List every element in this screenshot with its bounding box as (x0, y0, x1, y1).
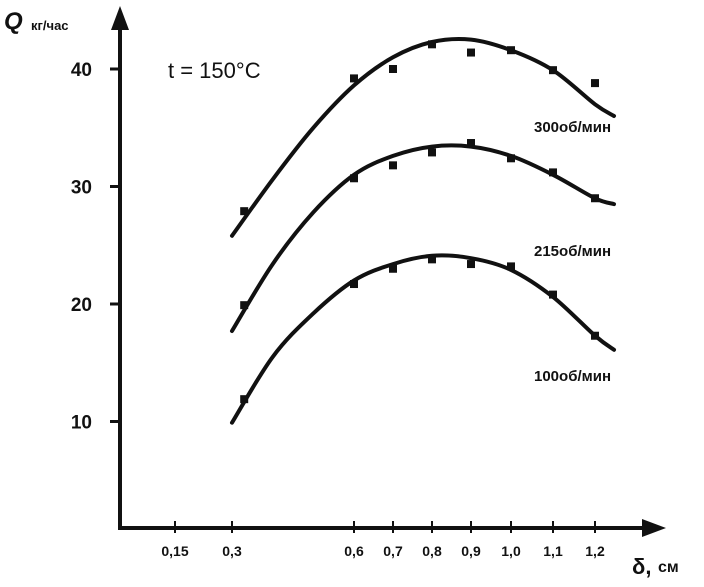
series-name-label: 100об/мин (534, 368, 611, 385)
x-tick-label: 1,1 (543, 543, 563, 559)
data-point (240, 395, 249, 404)
y-axis-arrow-icon (111, 6, 129, 30)
series-1 (230, 139, 616, 333)
data-point (467, 260, 475, 269)
x-tick-label: 0,7 (383, 543, 403, 559)
y-tick-label: 40 (71, 60, 92, 81)
data-point (549, 290, 557, 299)
y-axis-label: Q кг/час (4, 8, 69, 35)
data-point (428, 255, 436, 264)
x-tick-label: 0,6 (344, 543, 364, 559)
temperature-annotation: t = 150°C (168, 58, 261, 83)
series-layer (230, 36, 616, 425)
data-point (428, 148, 436, 157)
data-point (350, 280, 358, 289)
data-point (389, 65, 397, 73)
x-tick-label: 0,15 (161, 543, 188, 559)
data-point (507, 154, 515, 163)
x-axis-symbol: δ, (632, 554, 651, 579)
x-ticks: 0,15 0,3 0,6 0,7 0,8 0,9 1,0 1,1 1,2 (161, 521, 605, 559)
series-line (230, 253, 616, 425)
series-labels: 300об/мин 215об/мин 100об/мин (534, 119, 611, 385)
series-name-label: 215об/мин (534, 243, 611, 260)
data-point (467, 139, 475, 148)
x-tick-label: 0,3 (222, 543, 242, 559)
series-2 (230, 253, 616, 425)
series-0 (230, 36, 616, 238)
x-axis-unit: см (658, 559, 679, 576)
y-axis-symbol: Q (4, 8, 23, 35)
x-tick-label: 1,0 (501, 543, 521, 559)
x-tick-label: 1,2 (585, 543, 605, 559)
data-point (350, 74, 358, 83)
y-tick-label: 10 (71, 413, 92, 434)
data-point (549, 66, 557, 75)
y-tick-label: 30 (71, 178, 92, 199)
data-point (467, 48, 475, 57)
data-point (591, 79, 599, 88)
data-point (350, 174, 358, 183)
data-point (591, 331, 599, 340)
data-point (389, 161, 397, 170)
series-line (230, 143, 616, 333)
data-point (240, 207, 249, 216)
y-ticks: 10 20 30 40 (71, 60, 120, 434)
series-name-label: 300об/мин (534, 119, 611, 136)
x-tick-label: 0,9 (461, 543, 481, 559)
axes (111, 6, 666, 537)
x-axis-arrow-icon (642, 519, 666, 537)
y-axis-unit: кг/час (31, 18, 69, 33)
data-point (591, 194, 599, 203)
data-point (389, 264, 397, 273)
y-tick-label: 20 (71, 295, 92, 316)
data-point (549, 168, 557, 177)
x-tick-label: 0,8 (422, 543, 442, 559)
data-point (428, 40, 436, 49)
data-point (507, 46, 515, 55)
x-axis-label: δ, см (632, 554, 679, 579)
data-point (507, 262, 515, 271)
data-point (240, 301, 249, 310)
